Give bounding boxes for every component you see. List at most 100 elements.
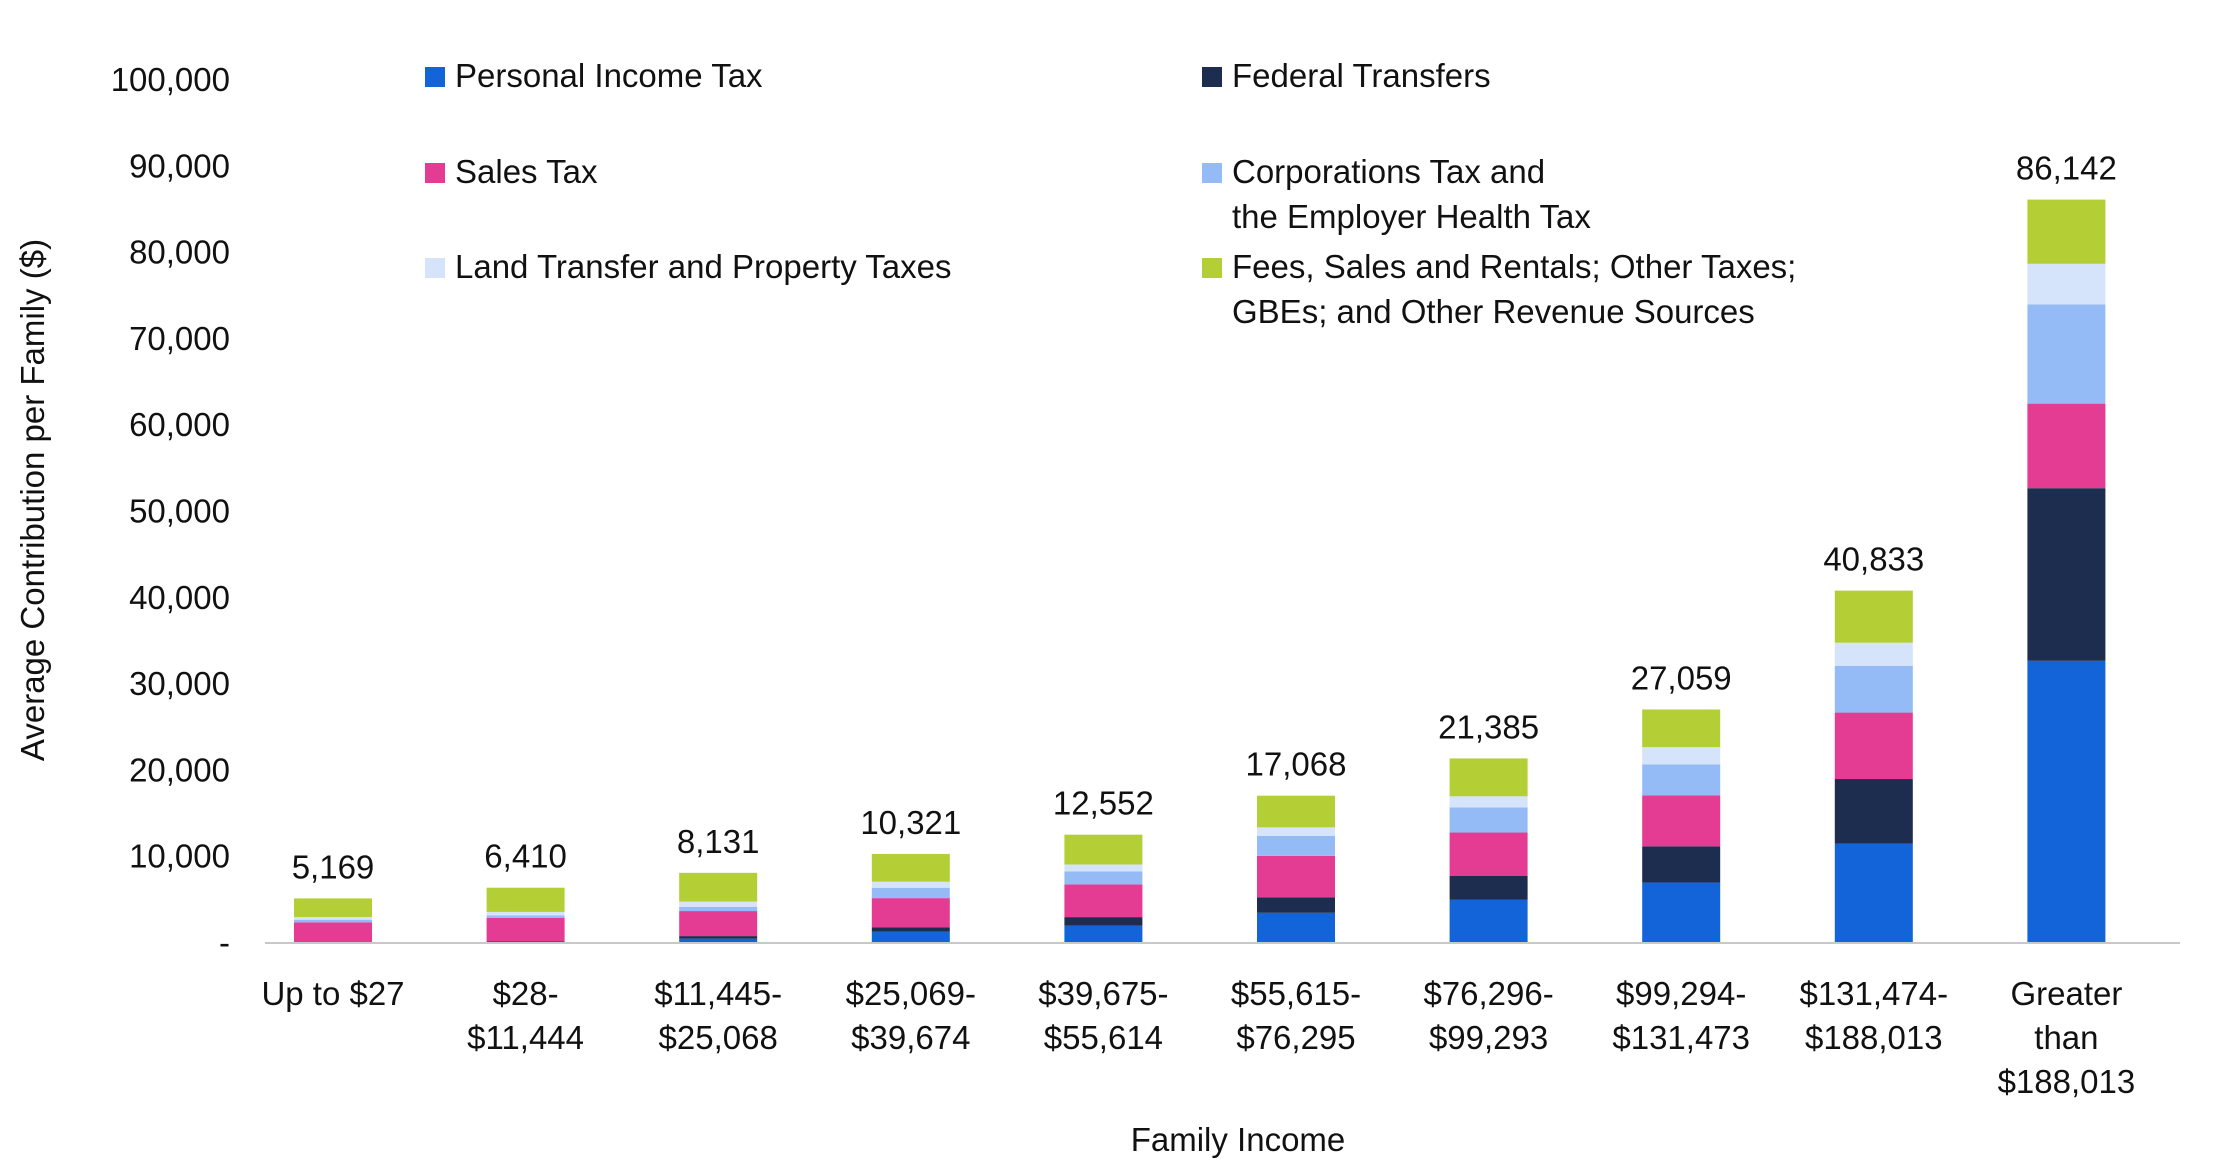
y-tick-label: 30,000 — [129, 665, 230, 702]
x-tick-label: $11,444 — [467, 1019, 584, 1056]
bar-segment — [679, 906, 758, 912]
bar-segment — [1834, 642, 1913, 666]
legend-swatch — [425, 258, 445, 278]
bar-stack — [1257, 795, 1335, 943]
legend-item: Federal Transfers — [1202, 57, 1491, 94]
total-label: 86,142 — [2016, 150, 2117, 187]
bar-stack — [1642, 709, 1721, 943]
legend-item: Land Transfer and Property Taxes — [425, 248, 952, 285]
legend-item: Sales Tax — [425, 153, 598, 190]
legend-label: Personal Income Tax — [455, 57, 763, 94]
bar-segment — [486, 915, 565, 918]
bar-segment — [1064, 925, 1143, 943]
bar-stack — [486, 887, 565, 943]
x-tick-label: $99,293 — [1429, 1019, 1548, 1056]
y-tick-label: 20,000 — [129, 751, 230, 788]
legend-label: GBEs; and Other Revenue Sources — [1232, 293, 1755, 330]
bar-segment — [1834, 665, 1913, 713]
bar-segment — [1642, 764, 1721, 796]
bar-segment — [871, 898, 950, 928]
bar-segment — [486, 911, 565, 916]
bar-segment — [679, 936, 758, 939]
x-tick-label: $76,295 — [1236, 1019, 1355, 1056]
legend-item: Corporations Tax and the Employer Health … — [1202, 153, 1591, 235]
x-tick-label: $55,615- — [1231, 975, 1361, 1012]
x-tick-label: $131,474- — [1799, 975, 1948, 1012]
y-tick-label: 90,000 — [129, 147, 230, 184]
total-label: 8,131 — [677, 823, 760, 860]
x-tick-label: $25,069- — [846, 975, 976, 1012]
x-tick-label: $25,068 — [659, 1019, 778, 1056]
legend-label: Fees, Sales and Rentals; Other Taxes; — [1232, 248, 1796, 285]
y-axis-title: Average Contribution per Family ($) — [14, 239, 51, 761]
x-tick-label: than — [2034, 1019, 2098, 1056]
bar-segment — [871, 927, 950, 932]
x-tick-label: $39,674 — [851, 1019, 970, 1056]
x-tick-label: Greater — [2010, 975, 2122, 1012]
x-tick-label: $188,013 — [1998, 1063, 2136, 1100]
bar-stack — [1064, 834, 1143, 943]
bar-segment — [1257, 795, 1335, 828]
total-label: 10,321 — [860, 804, 961, 841]
x-tick-label: $76,296- — [1423, 975, 1553, 1012]
x-tick-label: $99,294- — [1616, 975, 1746, 1012]
bar-segment — [1449, 875, 1528, 900]
bar-segment — [1834, 590, 1913, 643]
x-tick-label: $131,473 — [1612, 1019, 1750, 1056]
legend-label: Federal Transfers — [1232, 57, 1491, 94]
x-tick-label: $11,445- — [654, 975, 782, 1012]
bar-segment — [1642, 795, 1721, 847]
bar-segment — [1449, 758, 1528, 797]
bar-segment — [486, 887, 565, 912]
bar-segment — [679, 901, 758, 907]
bar-segment — [1064, 884, 1143, 918]
bar-segment — [1834, 712, 1913, 780]
bar-segment — [1834, 779, 1913, 844]
bar-segment — [1257, 855, 1335, 898]
total-label: 6,410 — [484, 838, 567, 875]
legend-label: Corporations Tax and — [1232, 153, 1545, 190]
bar-segment — [1064, 871, 1143, 885]
x-tick-label: $188,013 — [1805, 1019, 1943, 1056]
bar-stack — [294, 898, 372, 943]
total-label: 12,552 — [1053, 785, 1154, 822]
bar-segment — [679, 911, 758, 937]
total-label: 17,068 — [1246, 746, 1347, 783]
bar-segment — [1449, 899, 1528, 943]
bar-segment — [2027, 660, 2106, 943]
legend-swatch — [425, 67, 445, 87]
bar-segment — [1064, 834, 1143, 865]
bar-stack — [871, 853, 950, 943]
bar-segment — [1642, 846, 1721, 883]
legend-swatch — [1202, 258, 1222, 278]
x-axis-title: Family Income — [1131, 1121, 1346, 1158]
bar-stack — [1834, 590, 1913, 943]
total-label: 21,385 — [1438, 708, 1539, 745]
y-tick-label: 50,000 — [129, 493, 230, 530]
bar-segment — [1642, 709, 1721, 748]
bar-segment — [1642, 747, 1721, 765]
legend: Personal Income Tax Federal Transfers Sale… — [425, 57, 1796, 330]
bar-stack — [2027, 199, 2106, 943]
x-tick-label: Up to $27 — [261, 975, 404, 1012]
bar-segment — [294, 898, 372, 918]
bar-segment — [486, 917, 565, 942]
bar-segment — [679, 872, 758, 902]
bar-segment — [2027, 263, 2106, 305]
bar-segment — [1449, 832, 1528, 876]
bar-segment — [871, 931, 950, 943]
y-tick-label: 40,000 — [129, 579, 230, 616]
bar-segment — [871, 881, 950, 888]
total-label: 5,169 — [292, 848, 375, 885]
bar-segment — [1257, 897, 1335, 913]
legend-swatch — [1202, 67, 1222, 87]
legend-item: Personal Income Tax — [425, 57, 763, 94]
bar-segment — [871, 853, 950, 882]
total-labels: 5,169 6,410 8,131 10,321 12,552 17,068 21,385 2… — [292, 150, 2117, 886]
x-axis-categories: Up to $27 $28- $11,444 $11,445- $25,068 $25,0… — [261, 975, 2135, 1100]
y-tick-label: 100,000 — [111, 61, 230, 98]
bar-segment — [294, 922, 372, 943]
legend-swatch — [1202, 163, 1222, 183]
legend-label: Land Transfer and Property Taxes — [455, 248, 952, 285]
